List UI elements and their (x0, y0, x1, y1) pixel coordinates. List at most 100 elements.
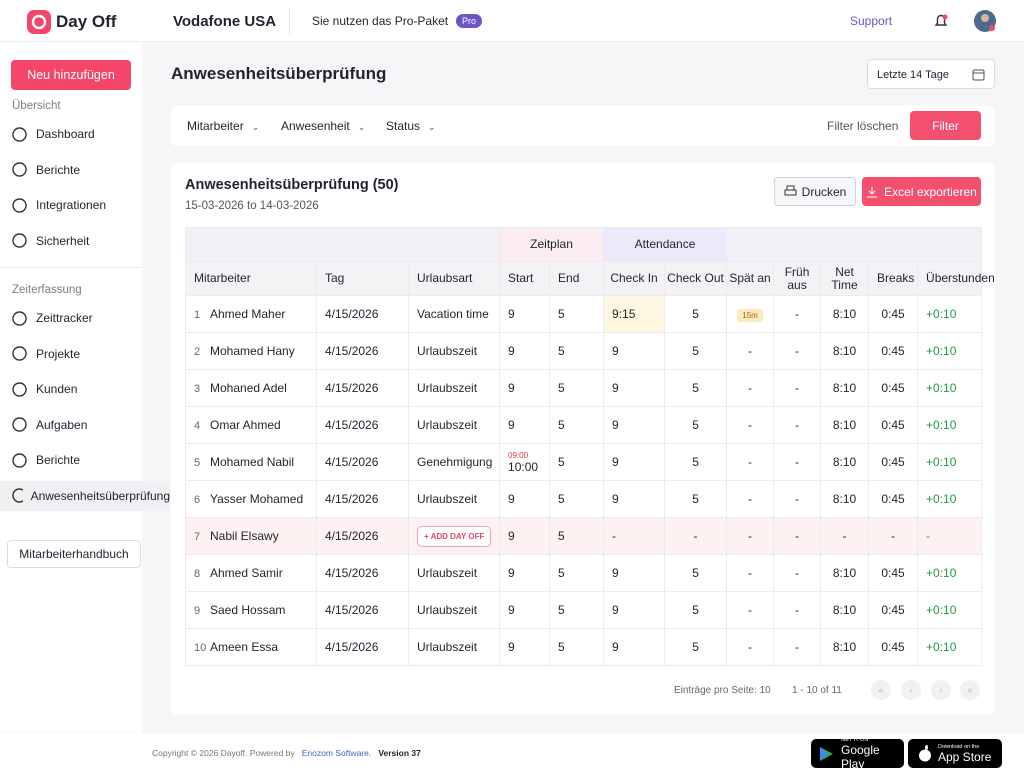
attendance-table: Zeitplan Attendance Mitarbeiter Tag Urlaubsa… (184, 227, 995, 666)
column-header: Spät an (726, 261, 775, 296)
divider (289, 8, 290, 35)
table-cell: 4/15/2026 (316, 406, 409, 444)
nav-item[interactable]: Integrationen (0, 190, 142, 220)
table-cell: 9 (603, 480, 666, 518)
nav-item[interactable]: Kunden (0, 374, 142, 404)
table-cell: 8:10 (820, 369, 870, 407)
group-row: Zeitplan Attendance (184, 227, 983, 262)
filter-label: Status (386, 119, 421, 133)
plan-text: Sie nutzen das Pro-Paket (312, 14, 449, 28)
table-cell: 9 (603, 369, 666, 407)
table-cell: 5 (664, 628, 728, 666)
planned-time: 09:00 (508, 450, 529, 460)
avatar[interactable] (973, 9, 997, 33)
late-badge: 15m (737, 309, 763, 322)
nav-item[interactable]: Berichte (0, 155, 142, 185)
table-cell: 9 (499, 295, 551, 333)
nav-item[interactable]: Dashboard (0, 119, 142, 149)
table-cell: 5 (664, 332, 728, 370)
employee-name: Yasser Mohamed (210, 492, 304, 506)
table-cell: 5 (664, 295, 728, 333)
table-cell: 8:10 (820, 406, 870, 444)
table-cell: Urlaubszeit (407, 369, 501, 407)
print-label: Drucken (801, 184, 847, 199)
nav-item[interactable]: Sicherheit (0, 226, 142, 256)
prev-page[interactable]: ‹ (901, 680, 921, 700)
table-cell: 3 Mohaned Adel (185, 369, 317, 407)
version-label: Version (378, 748, 410, 758)
filter-button[interactable]: Filter (910, 111, 981, 140)
table-cell: 4/15/2026 (316, 554, 409, 592)
table-cell: - (726, 628, 775, 666)
powered-link[interactable]: Enozom Software. (301, 748, 372, 758)
nav-divider (0, 267, 142, 268)
table-head: Zeitplan Attendance Mitarbeiter Tag Urlaubsa… (184, 227, 995, 296)
table-cell: 8:10 (820, 591, 870, 629)
filter-dropdown[interactable]: Anwesenheit ⌄ (281, 119, 365, 133)
table-cell: 5 Mohamed Nabil (185, 443, 317, 481)
table-cell: - (773, 406, 822, 444)
employee-name: Mohamed Nabil (210, 455, 295, 469)
table-cell: - (664, 517, 728, 555)
add-button[interactable]: Neu hinzufügen (11, 60, 131, 90)
nav-item[interactable]: Zeittracker (0, 303, 142, 333)
table-cell: 5 (664, 591, 728, 629)
nav-item[interactable]: Aufgaben (0, 410, 142, 440)
table-cell: Urlaubszeit (407, 554, 501, 592)
table-cell: 9 (499, 406, 551, 444)
google-play-badge[interactable]: GET IT ON Google Play (811, 737, 904, 771)
row-number: 1 (194, 309, 201, 321)
nav-item-label: Projekte (36, 346, 81, 361)
table-cell: 0:45 (868, 554, 919, 592)
table-cell: Genehmigung (407, 443, 501, 481)
add-day-off[interactable]: + ADD DAY OFF (417, 525, 492, 547)
table-cell: 4/15/2026 (316, 591, 409, 629)
last-page[interactable]: » (960, 680, 980, 700)
filter-label: Mitarbeiter (187, 119, 244, 133)
table-cell: 9 Saed Hossam (185, 591, 317, 629)
nav-item[interactable]: Anwesenheitsüberprüfung (0, 480, 170, 511)
add-button-label: Neu hinzufügen (27, 68, 115, 82)
nav-section-title: Zeiterfassung (12, 284, 82, 296)
nav-icon (12, 381, 27, 397)
clear-filters[interactable]: Filter löschen (827, 119, 899, 133)
row-number: 8 (194, 568, 201, 580)
table-cell: - (773, 295, 822, 333)
first-page[interactable]: « (871, 680, 891, 700)
next-page[interactable]: › (931, 680, 951, 700)
brand: Day Off (56, 12, 117, 31)
support-link[interactable]: Support (850, 14, 893, 28)
per-page[interactable]: Einträge pro Seite: 10 (674, 685, 771, 696)
table-cell: +0:10 (917, 406, 983, 444)
print-button[interactable]: Drucken (774, 177, 856, 206)
nav-icon (12, 162, 27, 177)
table-cell: 9 (603, 554, 666, 592)
table-cell: 9 (499, 554, 551, 592)
employee-name: Mohaned Adel (210, 381, 287, 395)
report-dates: 15-03-2026 to 14-03-2026 (185, 200, 319, 212)
table-cell: 09:00 10:00 (499, 443, 551, 481)
app-store-badge[interactable]: Download on the App Store (908, 739, 1002, 768)
table-cell: - (773, 628, 822, 666)
bell-button[interactable] (930, 10, 952, 32)
nav-item[interactable]: Berichte (0, 445, 142, 475)
employee-name: Omar Ahmed (210, 418, 281, 432)
range-select[interactable]: Letzte 14 Tage (867, 59, 995, 89)
table-cell: +0:10 (917, 369, 983, 407)
company: Vodafone USA (173, 13, 277, 30)
export-button[interactable]: Excel exportieren (862, 177, 981, 206)
google-label: Google Play (841, 742, 880, 771)
table-cell: + ADD DAY OFF (407, 517, 501, 555)
handbook-button[interactable]: Mitarbeiterhandbuch (7, 540, 141, 568)
row-number: 10 (194, 642, 207, 654)
table-cell: 5 (664, 554, 728, 592)
column-header: Mitarbeiter (185, 261, 317, 296)
column-row: Mitarbeiter Tag Urlaubsart Start End Check In… (185, 261, 995, 296)
filter-dropdown[interactable]: Status ⌄ (386, 119, 436, 133)
chevron: ⌄ (428, 122, 436, 132)
table-cell: +0:10 (917, 295, 983, 333)
table-cell: +0:10 (917, 628, 983, 666)
nav-item[interactable]: Projekte (0, 339, 142, 369)
filter-dropdown[interactable]: Mitarbeiter ⌄ (187, 119, 259, 133)
nav-item-label: Integrationen (36, 198, 107, 212)
